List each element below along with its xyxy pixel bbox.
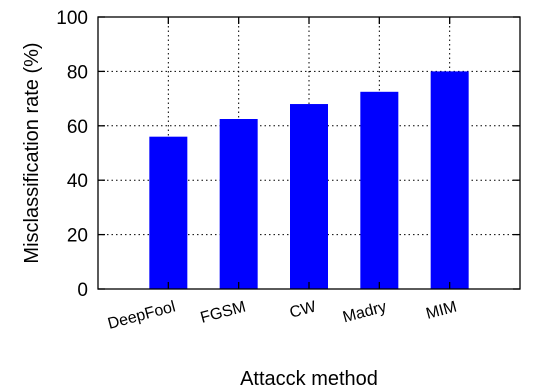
x-tick-label: FGSM (199, 298, 248, 326)
y-tick-label: 80 (67, 62, 88, 83)
y-tick-label: 40 (67, 171, 88, 192)
y-axis-title: Misclassification rate (%) (21, 42, 43, 263)
bar-mim (430, 71, 469, 290)
y-tick-label: 0 (77, 280, 88, 301)
y-axis-ticks: 0 20 40 60 80 100 (56, 8, 520, 301)
bars (149, 71, 469, 290)
x-tick-label: MIM (424, 298, 458, 322)
bar-fgsm (219, 119, 258, 289)
y-tick-label: 60 (67, 117, 88, 138)
y-tick-label: 20 (67, 226, 88, 247)
y-tick-label: 100 (56, 8, 88, 29)
x-tick-label: CW (288, 298, 319, 322)
x-tick-label: DeepFool (106, 298, 177, 332)
x-axis-title: Attacck method (240, 368, 378, 390)
x-tick-label: Madry (341, 298, 388, 326)
bar-deepfool (149, 136, 188, 289)
bar-cw (290, 104, 328, 289)
bar-madry (360, 91, 399, 289)
